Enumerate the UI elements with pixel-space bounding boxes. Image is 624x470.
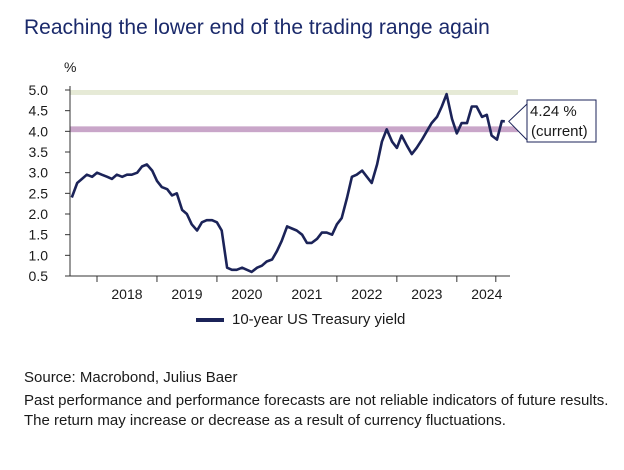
x-tick-label: 2018 xyxy=(111,286,142,302)
series-line-0 xyxy=(70,92,505,274)
callout-value: 4.24 % xyxy=(530,103,577,120)
y-tick-label: 0.5 xyxy=(29,268,49,284)
chart-title: Reaching the lower end of the trading ra… xyxy=(24,16,490,39)
legend-label: 10-year US Treasury yield xyxy=(232,311,406,328)
source-note: Source: Macrobond, Julius Baer xyxy=(24,369,238,386)
callout-pointer xyxy=(508,102,528,142)
x-tick-label: 2021 xyxy=(291,286,322,302)
x-tick-label: 2023 xyxy=(411,286,442,302)
x-tick-label: 2022 xyxy=(351,286,382,302)
y-tick-label: 1.5 xyxy=(29,227,49,243)
y-tick-label: 3.0 xyxy=(29,165,49,181)
y-tick-label: 2.0 xyxy=(29,206,49,222)
y-tick-label: 2.5 xyxy=(29,185,49,201)
y-tick-label: 3.5 xyxy=(29,144,49,160)
x-tick-label: 2020 xyxy=(231,286,262,302)
y-tick-label: 4.5 xyxy=(29,103,49,119)
line-chart: % 5.0 4.5 4.0 3.5 3.0 2.5 2.0 1.5 1.0 0.5 2018 201… xyxy=(29,59,597,302)
disclaimer-note: Past performance and performance forecas… xyxy=(24,392,609,429)
y-tick-label: 5.0 xyxy=(29,82,49,98)
y-axis-unit: % xyxy=(64,59,76,75)
x-tick-label: 2019 xyxy=(171,286,202,302)
range-band-1 xyxy=(70,126,518,133)
y-tick-label: 1.0 xyxy=(29,247,49,263)
range-band-0 xyxy=(70,90,518,95)
x-tick-label: 2024 xyxy=(471,286,502,302)
legend-swatch xyxy=(196,317,224,322)
callout-note: (current) xyxy=(531,123,588,140)
callout-box xyxy=(526,99,597,143)
y-tick-label: 4.0 xyxy=(29,123,49,139)
legend: 10-year US Treasury yield xyxy=(196,311,405,328)
